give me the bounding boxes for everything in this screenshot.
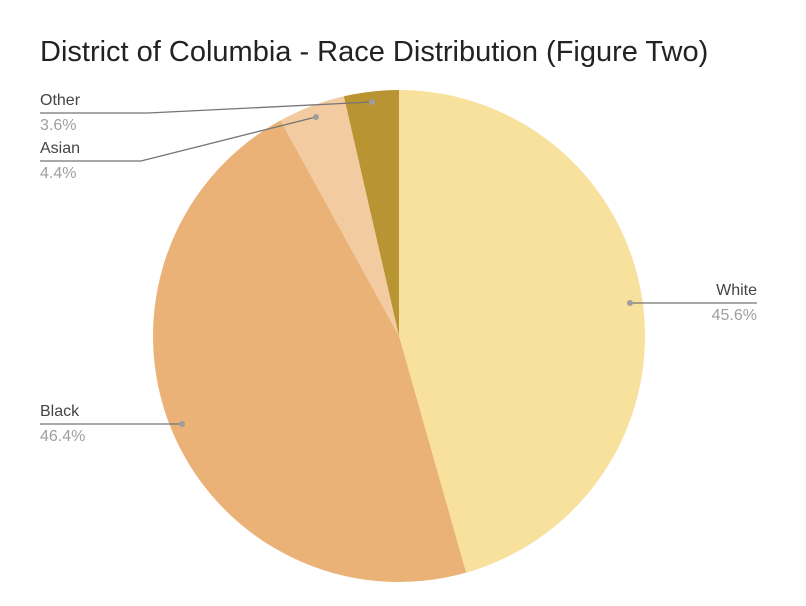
slice-label-asian: Asian bbox=[40, 140, 80, 157]
pie-slice-white bbox=[399, 90, 645, 573]
slice-value-white: 45.6% bbox=[712, 307, 757, 324]
pie-slices bbox=[153, 90, 645, 582]
leader-dot-asian bbox=[313, 114, 319, 120]
leader-dot-other bbox=[369, 99, 375, 105]
slice-value-other: 3.6% bbox=[40, 117, 76, 134]
leader-line-other bbox=[40, 101, 373, 114]
slice-label-white: White bbox=[716, 282, 757, 299]
pie-slice-black bbox=[153, 120, 467, 582]
chart-title: District of Columbia - Race Distribution… bbox=[40, 36, 709, 68]
pie-slice-asian bbox=[280, 96, 399, 336]
slice-label-black: Black bbox=[40, 403, 80, 420]
slice-label-other: Other bbox=[40, 92, 81, 109]
slice-value-black: 46.4% bbox=[40, 428, 85, 445]
slice-value-asian: 4.4% bbox=[40, 165, 76, 182]
leader-dot-white bbox=[627, 300, 633, 306]
leader-dot-black bbox=[179, 421, 185, 427]
leader-line-asian bbox=[40, 116, 317, 162]
pie-slice-other bbox=[343, 90, 399, 336]
pie-labels: White 45.6% Black 46.4% Asian 4.4% Other 3.6% bbox=[40, 92, 757, 445]
